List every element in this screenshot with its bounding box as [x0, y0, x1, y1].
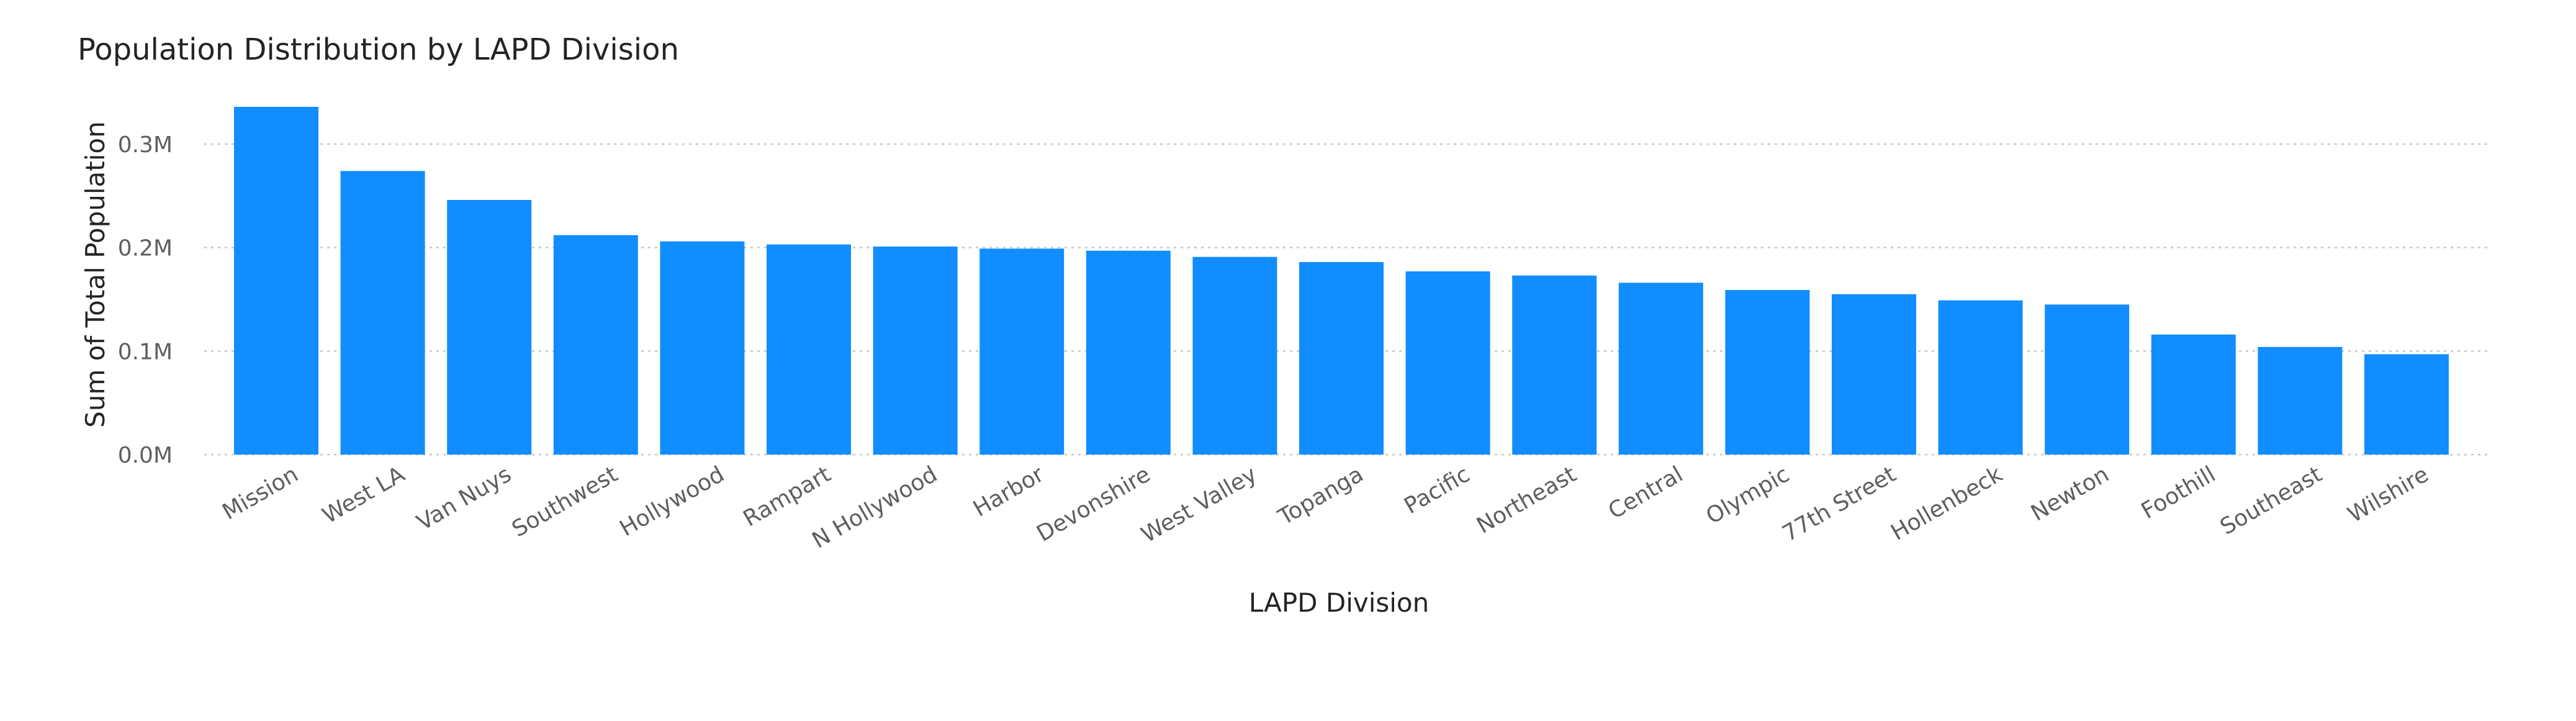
x-tick-label: West Valley: [1137, 461, 1261, 548]
y-tick-label: 0.1M: [118, 339, 173, 365]
bar[interactable]: [2364, 354, 2449, 455]
x-tick-label: Van Nuys: [413, 461, 516, 535]
x-axis-ticks: Mission West LA Van NuysSouthwestHollywood…: [218, 461, 2433, 553]
bar[interactable]: [767, 244, 851, 455]
bar[interactable]: [1725, 290, 1810, 455]
x-tick-label: Wilshire: [2344, 461, 2433, 528]
x-tick-label: 77th Street: [1778, 461, 1901, 546]
x-tick-label: Pacific: [1400, 461, 1475, 519]
x-tick-label: Southeast: [2216, 461, 2326, 540]
bar[interactable]: [1618, 283, 1703, 455]
x-tick-label: Rampart: [739, 461, 835, 532]
x-tick-label: West LA: [318, 461, 410, 528]
bar[interactable]: [1938, 300, 2023, 455]
y-tick-label: 0.2M: [118, 236, 173, 261]
bar[interactable]: [340, 171, 425, 455]
bar[interactable]: [1832, 294, 1916, 455]
x-tick-label: Northeast: [1472, 461, 1580, 538]
y-axis-ticks: 0.0M 0.1M 0.2M 0.3M: [118, 132, 173, 468]
bar[interactable]: [1405, 271, 1490, 455]
bar[interactable]: [873, 247, 958, 455]
x-tick-label: Olympic: [1702, 461, 1794, 529]
x-tick-label: Central: [1604, 461, 1687, 524]
bar[interactable]: [1192, 256, 1277, 455]
y-axis-title: Sum of Total Population: [80, 121, 110, 427]
y-tick-label: 0.3M: [118, 132, 173, 158]
x-tick-label: Newton: [2027, 461, 2114, 526]
bar[interactable]: [447, 200, 532, 455]
x-tick-label: Hollenbeck: [1887, 461, 2007, 545]
bar[interactable]: [2258, 347, 2343, 455]
bar[interactable]: [660, 241, 745, 455]
x-tick-label: Mission: [218, 461, 302, 525]
x-tick-label: Harbor: [969, 461, 1048, 522]
bar[interactable]: [980, 248, 1065, 455]
x-tick-label: Topanga: [1274, 461, 1368, 530]
y-tick-label: 0.0M: [118, 443, 173, 468]
bar[interactable]: [1512, 275, 1597, 455]
chart-title: Population Distribution by LAPD Division: [78, 32, 679, 67]
bar[interactable]: [234, 107, 318, 455]
bar[interactable]: [2151, 334, 2236, 455]
x-tick-label: Foothill: [2137, 461, 2220, 524]
x-tick-label: Devonshire: [1032, 461, 1155, 546]
bar[interactable]: [553, 235, 638, 455]
x-tick-label: Hollywood: [616, 461, 729, 542]
x-axis-title: LAPD Division: [1249, 587, 1430, 618]
bars: [234, 107, 2449, 455]
bar[interactable]: [1299, 262, 1384, 455]
bar[interactable]: [2045, 304, 2130, 455]
x-tick-label: Southwest: [508, 461, 622, 542]
bar[interactable]: [1086, 250, 1171, 455]
